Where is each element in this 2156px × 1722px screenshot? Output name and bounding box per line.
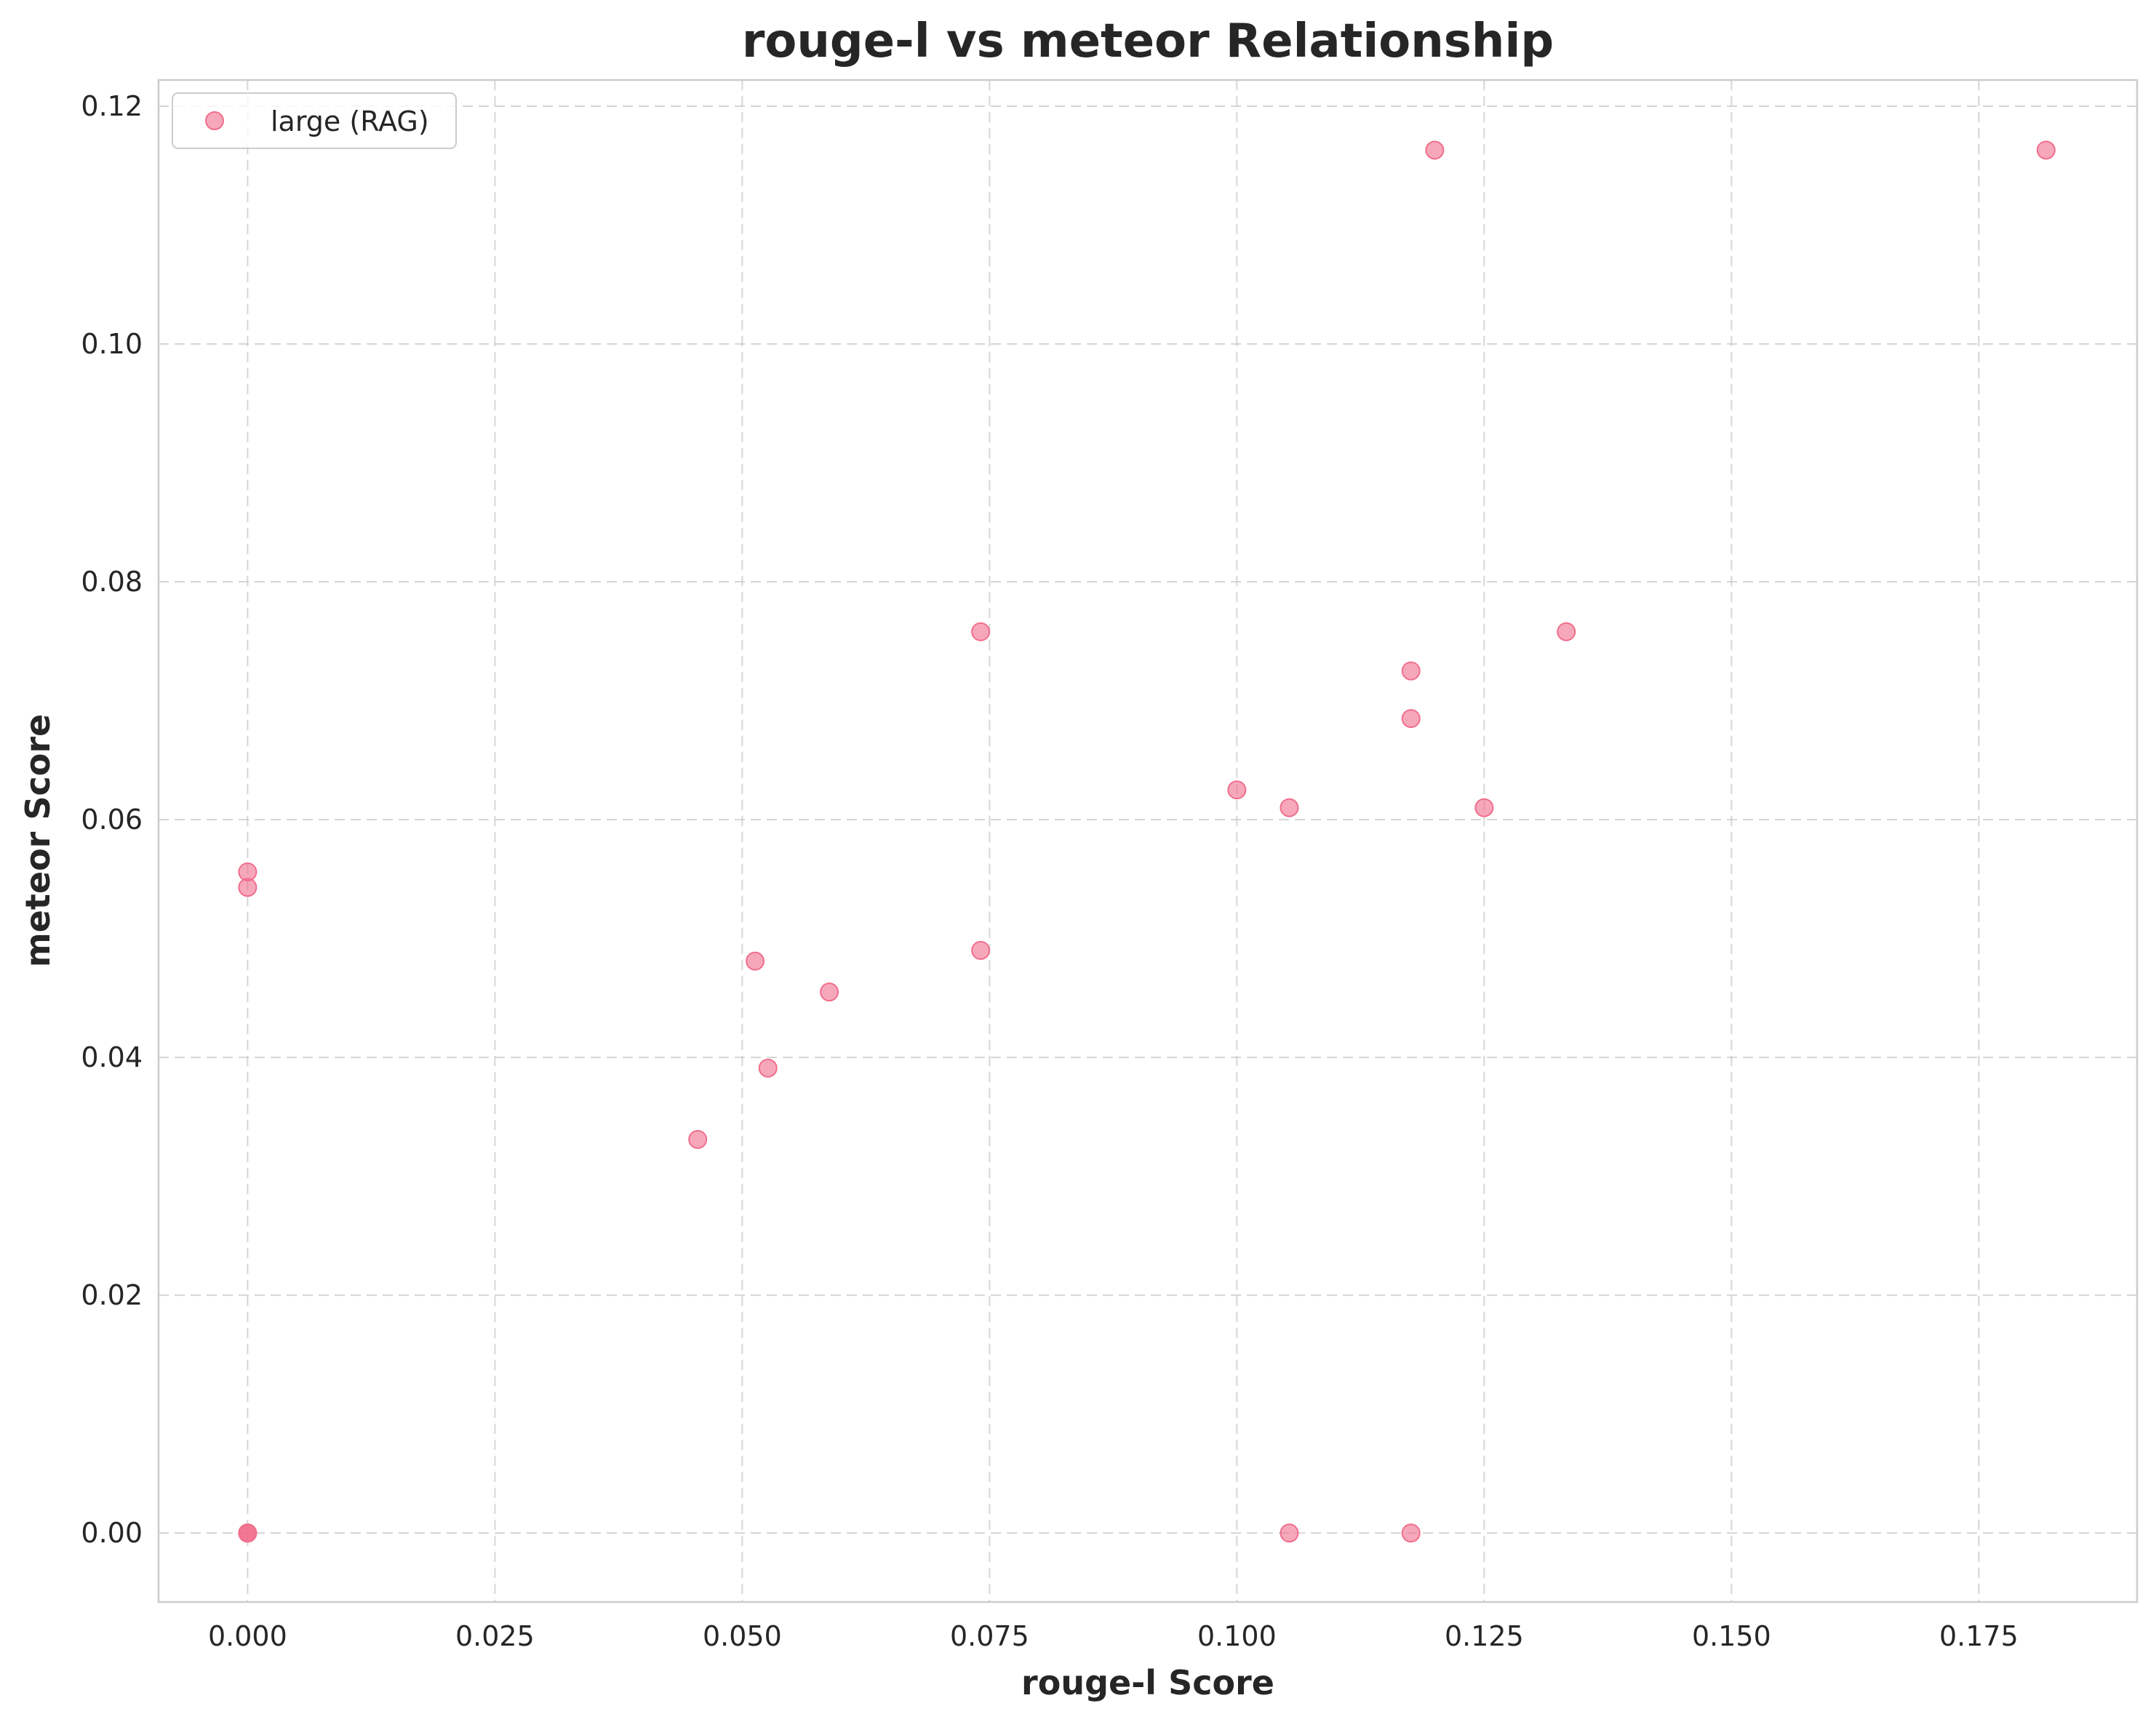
data-points xyxy=(238,140,2056,1543)
scatter-point xyxy=(746,951,765,971)
x-axis-label: rouge-l Score xyxy=(1021,1663,1274,1702)
y-tick-label: 0.00 xyxy=(81,1517,143,1549)
grid-lines xyxy=(159,80,2137,1602)
scatter-point xyxy=(2036,140,2056,160)
scatter-point xyxy=(1279,798,1299,817)
scatter-point xyxy=(688,1129,708,1149)
y-tick-label: 0.02 xyxy=(81,1279,143,1311)
x-tick-label: 0.150 xyxy=(1692,1620,1771,1652)
x-tick-label: 0.100 xyxy=(1197,1620,1277,1652)
x-tick-label: 0.075 xyxy=(950,1620,1029,1652)
y-tick-label: 0.06 xyxy=(81,804,143,836)
axes-spines xyxy=(157,79,2139,1603)
x-tick-labels: 0.000 0.025 0.050 0.075 0.100 0.125 0.150 0.175 xyxy=(208,1620,2019,1652)
scatter-point xyxy=(1425,140,1445,160)
plot-frame xyxy=(157,79,2139,1603)
x-tick-label: 0.125 xyxy=(1445,1620,1524,1652)
x-tick-label: 0.050 xyxy=(703,1620,782,1652)
x-tick-label: 0.000 xyxy=(208,1620,287,1652)
scatter-point xyxy=(758,1058,778,1078)
plot-area xyxy=(159,80,2137,1602)
scatter-point xyxy=(1279,1523,1299,1543)
legend: large (RAG) xyxy=(172,92,457,149)
legend-entry-large-rag: large (RAG) xyxy=(271,105,429,137)
y-tick-label: 0.10 xyxy=(81,328,143,360)
legend-box xyxy=(172,92,457,149)
scatter-point xyxy=(1227,780,1247,800)
scatter-point xyxy=(238,878,257,897)
scatter-point xyxy=(1401,661,1421,681)
scatter-point xyxy=(1401,709,1421,729)
scatter-point xyxy=(1557,622,1576,641)
x-tick-label: 0.025 xyxy=(455,1620,535,1652)
scatter-point xyxy=(971,622,991,641)
y-tick-label: 0.04 xyxy=(81,1041,143,1073)
y-axis-label: meteor Score xyxy=(18,714,57,968)
y-tick-label: 0.12 xyxy=(81,90,143,122)
scatter-point xyxy=(971,940,991,960)
y-tick-labels: 0.00 0.02 0.04 0.06 0.08 0.10 0.12 xyxy=(81,90,143,1549)
scatter-point xyxy=(1401,1523,1421,1543)
legend-marker xyxy=(205,111,224,130)
y-tick-label: 0.08 xyxy=(81,566,143,598)
scatter-point xyxy=(820,982,839,1002)
x-tick-label: 0.175 xyxy=(1939,1620,2019,1652)
chart-title: rouge-l vs meteor Relationship xyxy=(742,15,1554,68)
scatter-point xyxy=(238,1523,257,1543)
scatter-point xyxy=(1474,798,1494,817)
